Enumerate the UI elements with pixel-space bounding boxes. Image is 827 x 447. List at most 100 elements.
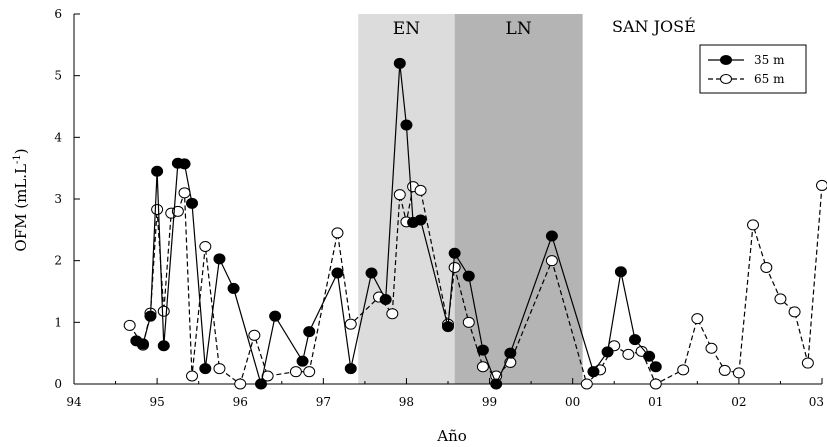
- point-35m: [255, 378, 267, 390]
- y-axis-title-close: ): [12, 148, 30, 154]
- point-35m: [614, 266, 627, 278]
- point-35m: [504, 347, 517, 359]
- y-tick-label: 2: [54, 254, 62, 268]
- y-tick-label: 5: [54, 69, 62, 83]
- band-ln: [454, 14, 583, 384]
- point-35m: [448, 247, 461, 259]
- legend-label-65m: 65 m: [754, 72, 785, 86]
- point-65m: [414, 184, 427, 196]
- x-tick-label: 94: [66, 395, 82, 409]
- point-65m: [393, 189, 406, 201]
- y-tick-label: 0: [54, 377, 62, 391]
- point-65m: [157, 305, 170, 317]
- point-35m: [151, 165, 164, 177]
- point-65m: [747, 219, 760, 231]
- point-35m: [629, 334, 641, 346]
- point-35m: [144, 310, 157, 322]
- point-35m: [344, 363, 357, 375]
- point-65m: [234, 378, 247, 390]
- point-35m: [649, 361, 662, 373]
- point-35m: [199, 363, 212, 375]
- point-35m: [296, 355, 309, 367]
- point-35m: [442, 321, 454, 333]
- point-35m: [186, 197, 199, 209]
- point-65m: [344, 318, 357, 330]
- band-label-en: EN: [393, 19, 420, 39]
- point-65m: [303, 366, 316, 378]
- band-label-ln: LN: [506, 19, 532, 39]
- legend-label-35m: 35 m: [754, 53, 785, 67]
- legend-marker-35m: [720, 55, 732, 65]
- point-35m: [379, 294, 392, 306]
- point-65m: [123, 319, 136, 331]
- point-65m: [448, 261, 461, 273]
- point-35m: [490, 378, 503, 390]
- point-35m: [462, 270, 475, 282]
- point-65m: [718, 364, 731, 376]
- legend-marker-65m: [720, 74, 732, 84]
- point-65m: [760, 261, 773, 273]
- point-35m: [331, 267, 344, 279]
- point-65m: [171, 205, 184, 217]
- point-65m: [580, 378, 593, 390]
- point-65m: [178, 187, 191, 199]
- y-axis-title-sup: -1: [12, 154, 23, 164]
- legend-box: [699, 44, 807, 94]
- x-tick-label: 03: [809, 395, 824, 409]
- point-35m: [213, 253, 226, 265]
- chart-title: SAN JOSÉ: [612, 16, 696, 36]
- point-65m: [199, 240, 212, 252]
- point-65m: [691, 313, 704, 325]
- y-tick-label: 4: [54, 130, 62, 144]
- point-35m: [178, 158, 191, 170]
- point-65m: [816, 179, 827, 191]
- point-35m: [227, 282, 240, 294]
- point-35m: [643, 350, 656, 362]
- legend: 35 m 65 m: [699, 44, 807, 94]
- point-35m: [587, 366, 600, 378]
- x-axis-title: Año: [436, 427, 467, 445]
- point-35m: [400, 119, 413, 131]
- y-tick-label: 6: [54, 7, 62, 21]
- x-tick-label: 02: [731, 395, 746, 409]
- point-65m: [248, 329, 261, 341]
- enso-bands: EN LN: [358, 14, 583, 384]
- point-65m: [331, 227, 344, 239]
- x-tick-label: 98: [399, 395, 414, 409]
- point-65m: [476, 361, 489, 373]
- point-35m: [414, 214, 427, 226]
- point-65m: [677, 364, 690, 376]
- band-en: [358, 14, 455, 384]
- point-65m: [622, 348, 635, 360]
- x-tick-label: 00: [565, 395, 580, 409]
- point-35m: [365, 267, 378, 279]
- x-tick-label: 97: [316, 395, 331, 409]
- point-35m: [476, 344, 489, 356]
- point-35m: [393, 57, 406, 69]
- point-65m: [732, 367, 745, 379]
- point-35m: [545, 230, 558, 242]
- point-65m: [151, 203, 164, 215]
- point-65m: [545, 255, 558, 267]
- point-65m: [186, 370, 199, 382]
- y-axis-title-main: OFM (mL.L: [12, 164, 30, 252]
- point-65m: [386, 308, 399, 320]
- series-layer: [123, 57, 827, 390]
- point-65m: [788, 306, 801, 318]
- point-35m: [136, 338, 149, 350]
- point-35m: [269, 310, 282, 322]
- point-65m: [801, 357, 814, 369]
- point-65m: [649, 378, 662, 390]
- x-tick-label: 01: [648, 395, 663, 409]
- x-tick-label: 95: [149, 395, 164, 409]
- y-tick-label: 3: [54, 192, 62, 206]
- point-35m: [303, 326, 316, 338]
- x-tick-label: 96: [233, 395, 248, 409]
- point-35m: [601, 346, 614, 358]
- point-65m: [289, 366, 302, 378]
- x-tick-label: 99: [482, 395, 497, 409]
- point-65m: [213, 363, 226, 375]
- y-tick-label: 1: [54, 315, 62, 329]
